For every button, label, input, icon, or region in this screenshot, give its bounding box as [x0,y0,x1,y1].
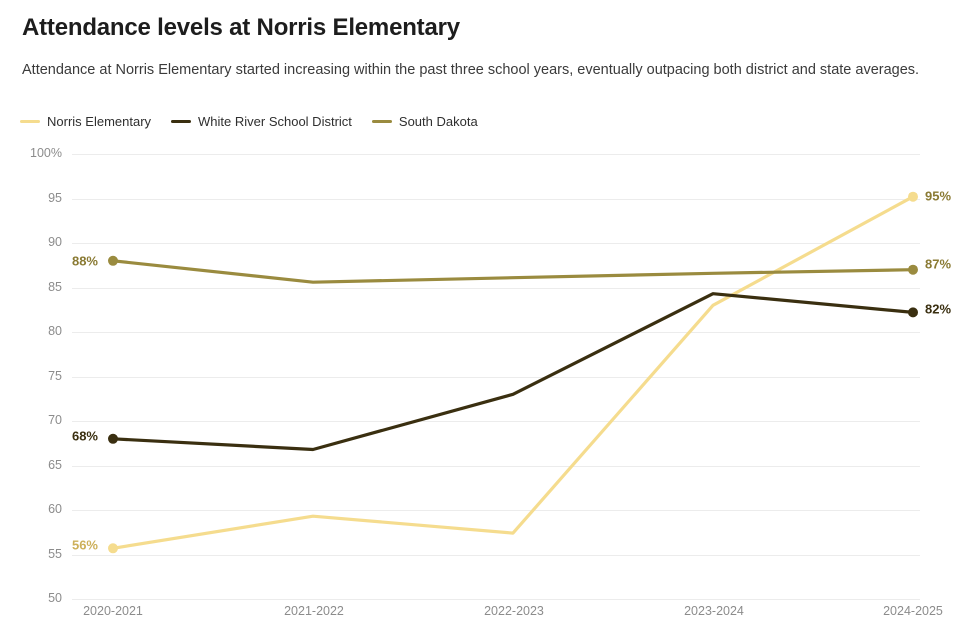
y-axis-tick: 80 [48,324,62,338]
y-axis: 100% 95 90 85 80 75 70 65 60 55 50 [0,146,980,614]
x-axis-tick: 2023-2024 [684,604,744,618]
page-title: Attendance levels at Norris Elementary [22,14,460,41]
chart-legend: Norris Elementary White River School Dis… [20,114,478,129]
y-axis-tick: 65 [48,457,62,472]
value-label-white-river-start: 68% [71,428,98,444]
legend-label: South Dakota [398,114,478,129]
chart-subtitle: Attendance at Norris Elementary started … [22,62,920,78]
legend-item-south-dakota[interactable]: South Dakota [371,114,478,129]
series-endpoint-dot [108,433,118,444]
series-endpoint-dot [908,191,918,202]
gridline [72,243,920,244]
y-axis-tick: 50 [48,591,62,605]
y-axis-tick: 95 [48,190,62,205]
y-axis-tick: 60 [48,502,62,516]
y-axis-tick: 100% [30,146,62,160]
y-axis-tick: 90 [48,235,62,249]
y-axis-tick: 75 [48,368,62,383]
series-endpoint-dot [908,264,918,275]
gridline [72,465,920,467]
series-line [111,259,915,284]
series-endpoint-dot [108,543,118,554]
gridline [72,198,920,200]
y-axis-tick: 55 [48,546,62,561]
legend-label: White River School District [198,114,352,129]
legend-swatch-icon [20,120,40,123]
legend-swatch-icon [371,120,392,123]
y-axis-tick: 70 [48,413,62,427]
x-axis-tick: 2022-2023 [484,604,544,618]
y-axis-tick: 85 [48,279,62,294]
value-label-white-river-end: 82% [925,301,952,317]
series-endpoint-dot [108,255,118,266]
legend-label: Norris Elementary [47,114,152,129]
value-label-south-dakota-end: 87% [925,256,952,272]
gridline [72,287,920,289]
x-axis-tick: 2021-2022 [284,604,344,618]
x-axis-tick: 2024-2025 [883,604,943,618]
x-axis-tick: 2020-2021 [83,604,143,618]
gridline [72,421,920,422]
legend-item-white-river-school-district[interactable]: White River School District [171,114,352,129]
value-label-norris-end: 95% [925,188,952,204]
series-endpoint-dot [908,307,918,318]
gridline [72,510,920,511]
gridline [72,332,920,333]
gridline [72,376,920,378]
gridline [72,554,920,556]
gridline [72,599,920,600]
value-label-norris-start: 56% [71,537,98,553]
legend-item-norris-elementary[interactable]: Norris Elementary [20,114,151,129]
series-line [111,195,915,550]
plot-area [72,154,920,600]
value-label-south-dakota-start: 88% [71,253,98,269]
series-line [111,292,915,452]
legend-swatch-icon [171,120,192,123]
gridline [72,154,920,155]
